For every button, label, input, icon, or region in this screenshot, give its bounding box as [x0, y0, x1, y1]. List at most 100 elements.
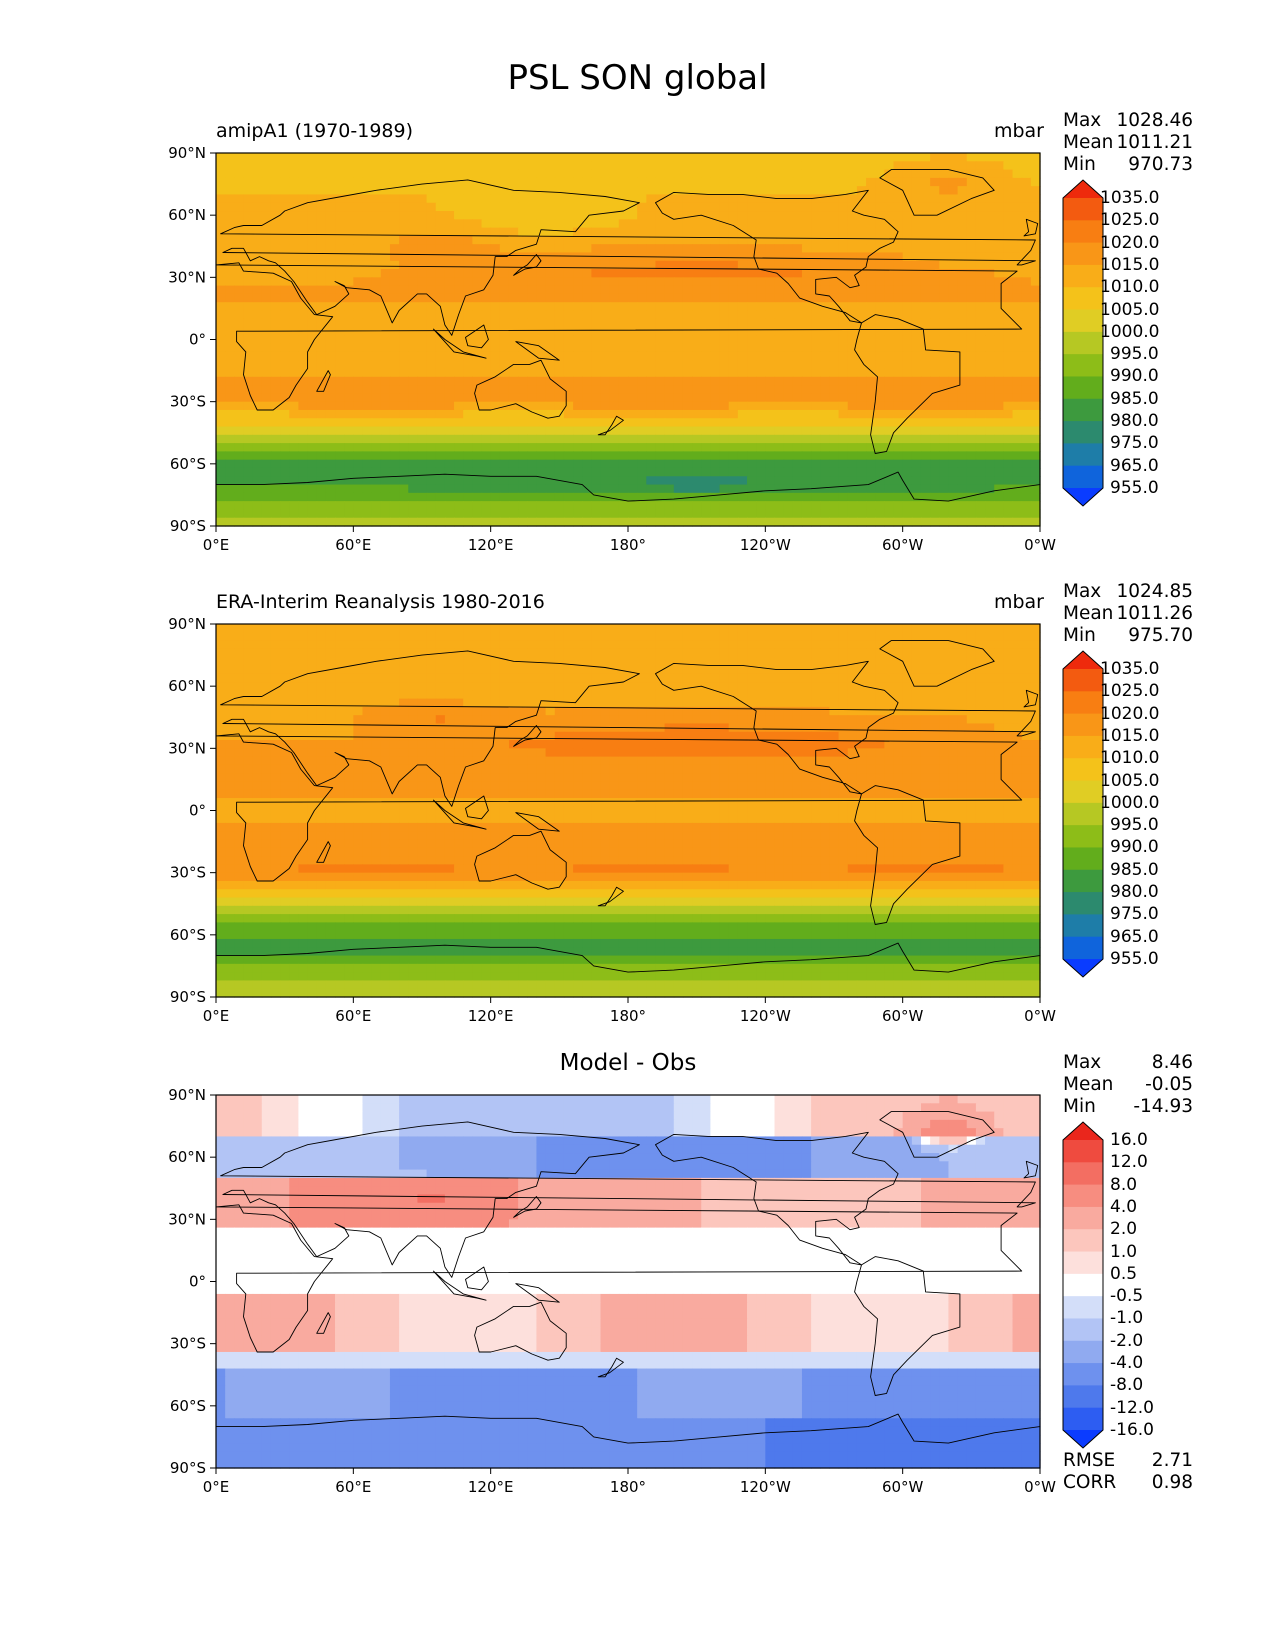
field-cell [389, 393, 400, 403]
field-cell [737, 260, 748, 270]
field-cell [270, 517, 281, 527]
field-cell [536, 244, 547, 254]
field-cell [609, 393, 620, 403]
field-cell [234, 161, 245, 171]
field-cell [811, 509, 821, 519]
field-cell [856, 335, 867, 345]
field-cell [1021, 624, 1032, 633]
field-cell [939, 409, 950, 419]
field-cell [737, 310, 748, 320]
field-cell [692, 509, 702, 519]
field-cell [600, 698, 611, 708]
field-cell [454, 640, 464, 650]
field-cell [1003, 277, 1014, 287]
field-cell [710, 227, 721, 237]
field-cell [389, 260, 400, 270]
field-cell [399, 467, 409, 477]
field-cell [481, 211, 492, 220]
field-cell [701, 244, 711, 254]
field-cell [508, 169, 519, 179]
field-cell [893, 202, 904, 212]
field-cell [234, 648, 245, 658]
field-cell [692, 235, 702, 245]
field-cell [856, 302, 867, 312]
field-cell [316, 648, 327, 658]
field-cell [701, 318, 711, 328]
field-cell [811, 492, 821, 502]
field-cell [499, 492, 510, 502]
field-cell [957, 360, 968, 370]
field-cell [508, 252, 519, 262]
field-cell [298, 698, 309, 708]
stats-box: Max 1028.46 Mean 1011.21 Min 970.73 [1063, 110, 1193, 176]
field-cell [774, 186, 785, 196]
field-cell [389, 509, 400, 519]
field-cell [701, 393, 711, 403]
field-cell [994, 393, 1004, 403]
field-cell [499, 459, 510, 469]
field-cell [353, 509, 364, 519]
field-cell [920, 665, 931, 675]
field-cell [884, 393, 895, 403]
field-cell [701, 161, 711, 171]
field-cell [939, 492, 950, 502]
field-cell [554, 376, 565, 386]
field-cell [792, 335, 803, 345]
field-cell [911, 517, 922, 527]
field-cell [765, 252, 776, 262]
field-cell [463, 351, 473, 361]
field-cell [783, 252, 794, 262]
field-cell [985, 335, 995, 345]
field-cell [261, 335, 272, 345]
field-cell [737, 269, 748, 278]
field-cell [582, 451, 592, 461]
field-cell [270, 426, 281, 436]
field-cell [353, 244, 364, 254]
field-cell [783, 318, 794, 328]
field-cell [1003, 343, 1014, 353]
field-cell [527, 624, 538, 633]
field-cell [362, 194, 373, 204]
field-cell [243, 235, 254, 245]
field-cell [847, 161, 858, 171]
field-cell [902, 235, 913, 245]
field-cell [939, 434, 950, 444]
field-cell [408, 169, 419, 179]
field-cell [847, 385, 858, 394]
field-cell [939, 509, 950, 519]
field-cell [646, 177, 657, 187]
field-cell [591, 285, 602, 295]
field-cell [490, 277, 501, 287]
field-cell [710, 318, 721, 328]
field-cell [527, 376, 538, 386]
field-cell [582, 640, 592, 650]
field-cell [829, 459, 840, 469]
field-cell [261, 517, 272, 527]
field-cell [765, 690, 776, 700]
field-cell [270, 269, 281, 278]
field-cell [591, 682, 602, 691]
field-cell [756, 269, 766, 278]
field-cell [389, 434, 400, 444]
field-cell [426, 640, 437, 650]
field-cell [307, 517, 318, 527]
field-cell [719, 459, 730, 469]
field-cell [307, 624, 318, 633]
field-cell [508, 269, 519, 278]
field-cell [920, 492, 931, 502]
field-cell [545, 624, 556, 633]
field-cell [994, 318, 1004, 328]
field-cell [335, 335, 345, 345]
field-cell [454, 459, 464, 469]
field-cell [234, 492, 245, 502]
field-cell [847, 517, 858, 527]
field-cell [472, 409, 483, 419]
field-cell [911, 260, 922, 270]
field-cell [563, 673, 574, 683]
field-cell [499, 393, 510, 403]
field-cell [866, 277, 876, 287]
field-cell [701, 310, 711, 320]
field-cell [747, 169, 757, 179]
field-cell [719, 517, 730, 527]
field-cell [1030, 624, 1041, 633]
